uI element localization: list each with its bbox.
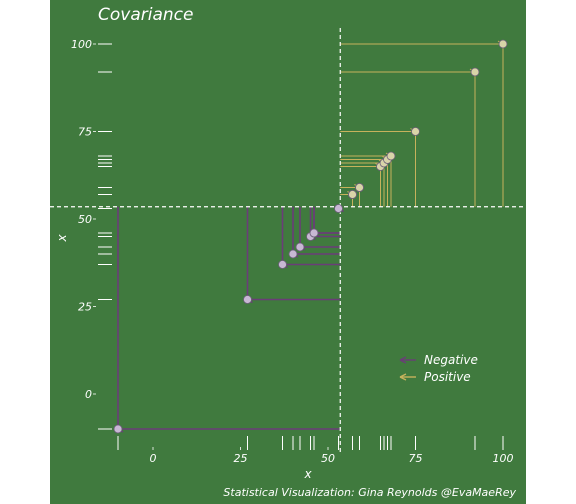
x-axis-label: x [303,467,312,481]
data-point [498,39,508,49]
data-point [288,249,298,259]
x-tick-label: 0 [150,452,157,465]
data-point [355,183,364,192]
covariance-chart: 0 25 50 75 100 0 25 50 75 100 Covariance x x Stat… [50,5,526,499]
plot-panel: 0 25 50 75 100 0 25 50 75 100 Covariance x x Stat… [50,0,526,504]
y-tick-label: 75 [78,126,92,139]
data-point [386,151,396,161]
chart-title: Covariance [98,5,193,25]
mean-lines [50,28,526,452]
data-point [348,190,357,199]
y-tick-label: 0 [85,388,92,401]
legend-negative-label: Negative [424,353,478,367]
legend-negative-arrowhead [399,356,407,364]
caption: Statistical Visualization: Gina Reynolds… [223,486,516,499]
data-point [243,295,252,304]
y-tick-label: 25 [78,301,92,314]
covariance-rectangles [117,40,504,433]
y-axis-label: x [55,234,69,243]
data-point [334,204,343,213]
data-point [278,260,287,269]
axis-ticks: 0 25 50 75 100 0 25 50 75 100 [71,38,514,465]
rug-marks [98,43,504,450]
x-tick-label: 25 [234,452,248,465]
data-point [295,242,305,252]
legend: Negative Positive [399,353,478,384]
legend-positive-label: Positive [424,370,471,384]
data-point [309,228,319,238]
x-tick-label: 75 [409,452,423,465]
data-point [470,67,480,77]
data-points [113,39,508,434]
y-tick-label: 100 [71,38,92,51]
legend-positive-arrowhead [399,373,407,381]
x-tick-label: 100 [493,452,514,465]
data-point [113,424,123,434]
x-tick-label: 50 [321,452,335,465]
y-tick-label: 50 [78,213,92,226]
data-point [411,127,420,136]
